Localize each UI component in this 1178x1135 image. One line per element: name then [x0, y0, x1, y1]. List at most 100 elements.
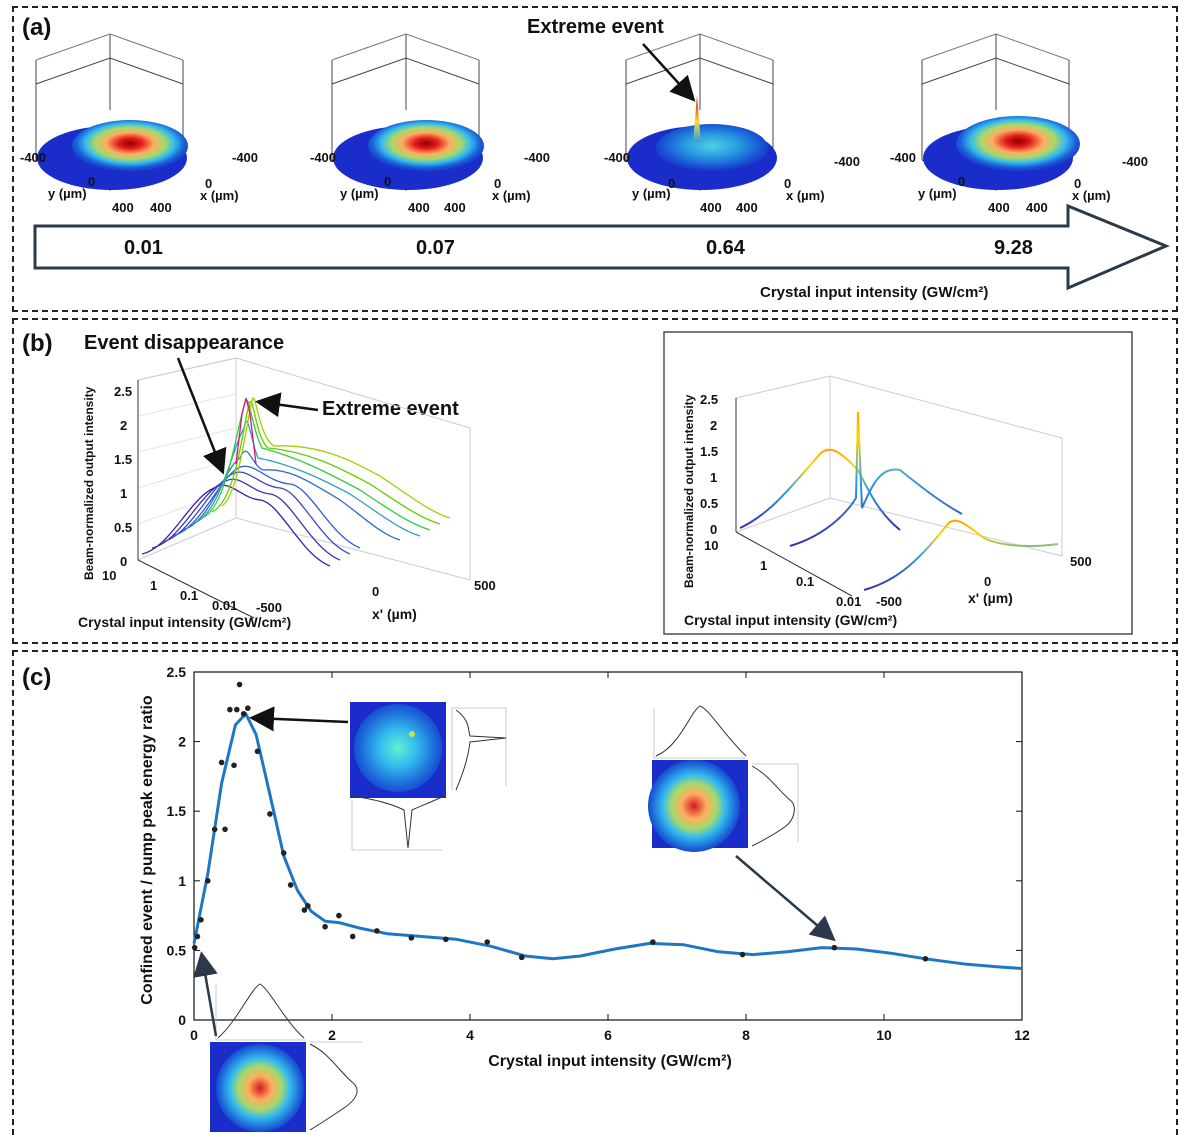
- data-point: [205, 878, 211, 884]
- panel-c: [12, 650, 1178, 1135]
- tick-pos-1a: 400: [112, 200, 134, 215]
- intensity-tick-10-left: 10: [102, 568, 117, 583]
- z-tick-2.5-right: 2.5: [700, 392, 719, 407]
- z-tick-1-left: 1: [120, 486, 128, 501]
- y-axis-label: Confined event / pump peak energy ratio: [139, 695, 156, 1005]
- data-point: [267, 811, 273, 817]
- x-tick-label: 10: [876, 1027, 892, 1043]
- x-axis-label-4: x (µm): [1072, 188, 1111, 203]
- tick-zero-1a: 0: [88, 174, 96, 189]
- scatter-chart: 0 2 4 6 8 10 12 0 0.5 1 1.5 2 2.5 Crystal input inte…: [139, 664, 1030, 1132]
- tick-neg-3a: -400: [604, 150, 631, 165]
- y-axis-label-3: y (µm): [632, 186, 671, 201]
- z-tick-1.5-left: 1.5: [114, 452, 133, 467]
- panel-b: [12, 318, 1178, 644]
- tick-pos-1b: 400: [150, 200, 172, 215]
- xprime-axis-label-left: x' (µm): [372, 606, 417, 622]
- intensity-tick-0.01-left: 0.01: [212, 598, 238, 613]
- tick-zero-4b: 0: [1074, 176, 1082, 191]
- x-axis-label-1: x (µm): [200, 188, 239, 203]
- data-point: [443, 936, 449, 943]
- tick-pos-3a: 400: [700, 200, 722, 215]
- data-point: [739, 951, 746, 958]
- data-point: [287, 882, 294, 888]
- z-axis-label-left: Beam-normalized output intensity: [82, 386, 96, 580]
- data-point: [254, 748, 261, 755]
- tick-pos-3b: 400: [736, 200, 758, 215]
- data-points: [191, 681, 929, 962]
- z-tick-1-right: 1: [710, 470, 718, 485]
- data-point: [301, 907, 308, 913]
- data-point: [322, 923, 328, 930]
- intensity-axis-label-right: Crystal input intensity (GW/cm²): [684, 612, 898, 628]
- data-point: [650, 939, 656, 945]
- x-tick-label: 6: [604, 1027, 612, 1043]
- xprime-tick-neg-right: -500: [876, 594, 903, 609]
- data-point: [245, 705, 251, 711]
- tick-neg-3b: -400: [834, 154, 861, 169]
- z-tick-2-left: 2: [120, 418, 128, 433]
- surface-plot-2: [331, 33, 484, 191]
- xprime-tick-0-right: 0: [984, 574, 992, 589]
- panel-a: [12, 6, 1178, 312]
- data-point: [831, 944, 838, 951]
- y-tick-label: 0.5: [167, 942, 187, 958]
- tick-neg-2a: -400: [310, 150, 337, 165]
- data-point: [218, 759, 225, 766]
- x-axis-label-2: x (µm): [492, 188, 531, 203]
- chart-axes: 0 2 4 6 8 10 12 0 0.5 1 1.5 2 2.5: [167, 664, 1030, 1043]
- data-point: [236, 681, 243, 688]
- data-point: [374, 928, 380, 934]
- z-tick-0-left: 0: [120, 554, 128, 569]
- data-point: [240, 710, 247, 717]
- intensity-tick-0.1-left: 0.1: [180, 588, 199, 603]
- tick-neg-2b: -400: [524, 150, 551, 165]
- x-tick-label: 12: [1014, 1027, 1030, 1043]
- y-tick-label: 1: [178, 873, 186, 889]
- z-tick-0.5-right: 0.5: [700, 496, 719, 511]
- y-axis-label-4: y (µm): [918, 186, 957, 201]
- y-tick-label: 1.5: [167, 803, 187, 819]
- y-tick-label: 2.5: [167, 664, 187, 680]
- data-point: [484, 939, 491, 945]
- intensity-value-4: 9.28: [994, 237, 1033, 259]
- tick-pos-4a: 400: [988, 200, 1010, 215]
- tick-pos-2a: 400: [408, 200, 430, 215]
- panel-a-graphics: [33, 33, 1170, 291]
- event-disappearance-label: Event disappearance: [84, 332, 285, 354]
- data-point: [198, 916, 204, 923]
- x-axis-label: Crystal input intensity (GW/cm²): [488, 1053, 732, 1070]
- intensity-tick-0.01-right: 0.01: [836, 594, 862, 609]
- z-tick-0-right: 0: [710, 522, 718, 537]
- tick-zero-4a: 0: [958, 174, 966, 189]
- data-point: [227, 706, 233, 713]
- tick-zero-1b: 0: [205, 176, 213, 191]
- tick-neg-4b: -400: [1122, 154, 1149, 169]
- fit-line: [192, 712, 1023, 970]
- surface-plot-1: [35, 33, 188, 191]
- xprime-tick-neg-left: -500: [256, 600, 283, 615]
- fit-curve: [192, 712, 1023, 970]
- intensity-tick-0.1-right: 0.1: [796, 574, 815, 589]
- tick-pos-4b: 400: [1026, 200, 1048, 215]
- y-tick-label: 0: [178, 1012, 186, 1028]
- z-axis-label-right: Beam-normalized output intensity: [682, 394, 696, 588]
- data-point: [408, 935, 415, 941]
- panel-a-label: (a): [22, 14, 52, 41]
- xprime-tick-pos-right: 500: [1070, 554, 1092, 569]
- y-axis-label-1: y (µm): [48, 186, 87, 201]
- data-point: [233, 706, 240, 713]
- extreme-event-label-a: Extreme event: [527, 16, 664, 38]
- x-tick-label: 4: [466, 1027, 474, 1043]
- intensity-tick-1-left: 1: [150, 578, 158, 593]
- data-point: [280, 850, 287, 856]
- surface-plot-3: [625, 33, 777, 191]
- z-tick-2.5-left: 2.5: [114, 384, 133, 399]
- surface-plot-4: [921, 33, 1080, 191]
- data-point: [231, 762, 237, 769]
- z-tick-2-right: 2: [710, 418, 718, 433]
- y-tick-label: 2: [178, 734, 186, 750]
- intensity-value-3: 0.64: [706, 237, 745, 259]
- xprime-tick-0-left: 0: [372, 584, 380, 599]
- tick-zero-2a: 0: [384, 174, 392, 189]
